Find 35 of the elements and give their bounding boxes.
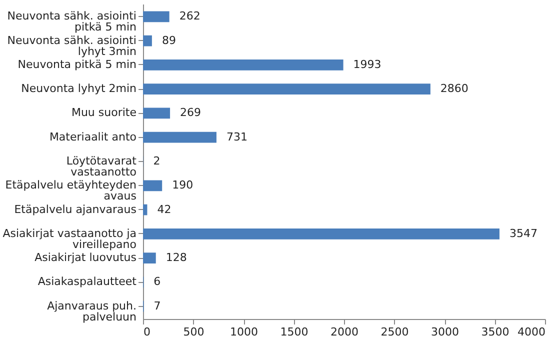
x-tick-label: 500 — [183, 326, 204, 338]
data-label: 2 — [153, 154, 160, 168]
x-tick-label: 4000 — [518, 326, 546, 338]
y-tick-label: Etäpalvelu ajanvaraus — [14, 202, 137, 216]
data-label: 89 — [162, 34, 176, 47]
y-tick-label: Muu suorite — [71, 106, 137, 120]
y-tick-label: Neuvonta sähk. asiointi lyhyt 3min — [7, 34, 137, 58]
data-label: 7 — [154, 299, 161, 312]
y-tick-label: Löytötavarat vastaanotto — [66, 154, 138, 178]
y-tick-label: Etäpalvelu etäyhteyden avaus — [5, 178, 137, 203]
y-tick-label: Ajanvaraus puh. palveluun — [47, 299, 137, 324]
y-tick-label: Materiaalit anto — [49, 130, 137, 144]
y-tick-label: Asiakaspalautteet — [38, 275, 138, 288]
y-tick-label: Neuvonta sähk. asiointi pitkä 5 min — [7, 10, 137, 34]
y-tick-label: Asiakirjat vastaanotto ja vireillepano — [2, 226, 137, 251]
data-label: 128 — [166, 251, 187, 264]
data-label: 190 — [172, 178, 194, 192]
data-label: 262 — [179, 10, 200, 23]
x-tick-label: 3500 — [481, 326, 510, 338]
x-tick-label: 2500 — [380, 326, 409, 338]
y-tick-label: Neuvonta lyhyt 2min — [21, 82, 137, 96]
data-label: 731 — [226, 130, 248, 144]
x-tick-label: 2000 — [330, 326, 358, 338]
data-label: 3547 — [509, 226, 538, 240]
x-tick-label: 3000 — [431, 326, 459, 338]
data-label: 42 — [157, 202, 172, 216]
data-label: 1993 — [353, 58, 382, 71]
x-tick-label: 1500 — [280, 326, 308, 338]
x-tick-label: 0 — [144, 326, 150, 338]
x-tick-label: 1000 — [230, 326, 258, 338]
data-label: 2860 — [440, 82, 468, 96]
data-label: 269 — [180, 106, 202, 120]
y-tick-label: Neuvonta pitkä 5 min — [18, 58, 137, 71]
data-label: 6 — [154, 275, 161, 288]
y-tick-label: Asiakirjat luovutus — [34, 251, 137, 264]
